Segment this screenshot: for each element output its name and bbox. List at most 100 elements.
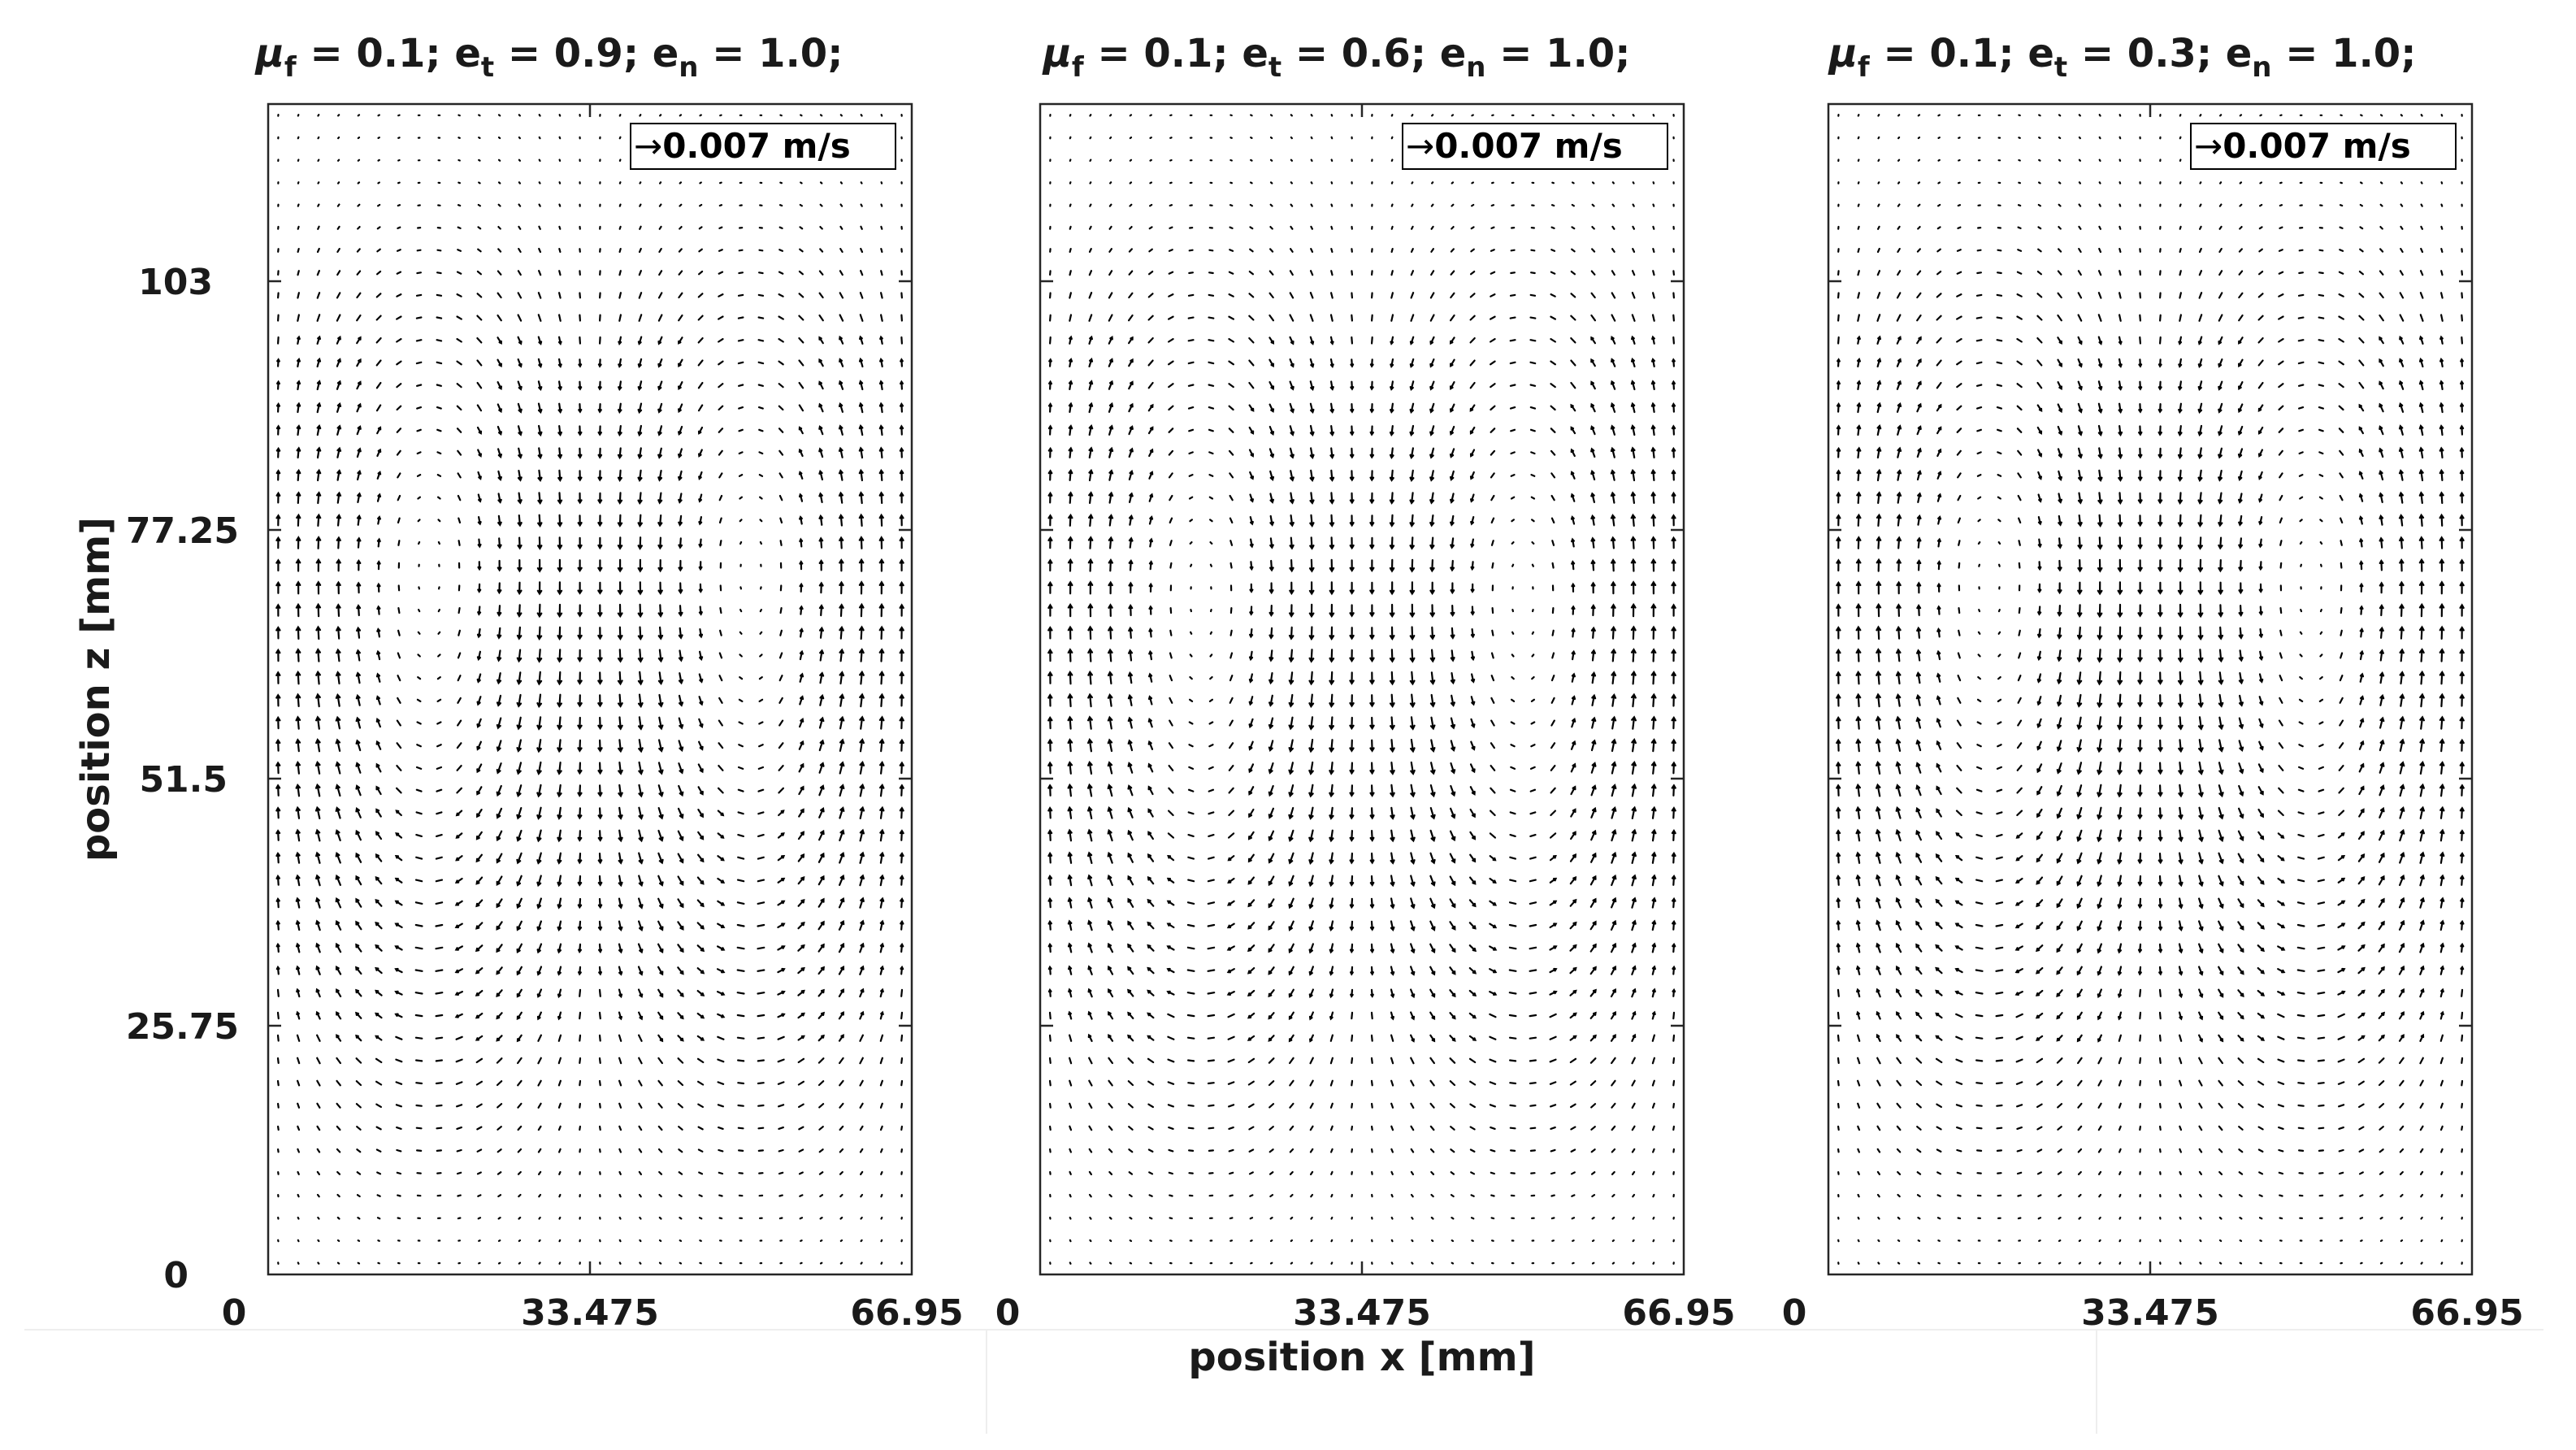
velocity-arrow bbox=[900, 1148, 903, 1153]
velocity-arrow bbox=[276, 1057, 280, 1064]
velocity-arrow bbox=[859, 1079, 864, 1087]
velocity-arrow bbox=[375, 808, 382, 818]
velocity-arrow bbox=[1268, 694, 1274, 707]
velocity-arrow bbox=[1067, 625, 1073, 640]
velocity-arrow bbox=[859, 335, 864, 345]
velocity-arrow bbox=[1288, 988, 1295, 998]
velocity-arrow bbox=[2318, 361, 2325, 365]
velocity-arrow bbox=[558, 136, 562, 140]
velocity-arrow bbox=[1268, 582, 1274, 595]
velocity-arrow bbox=[1975, 901, 1984, 905]
velocity-arrow bbox=[1937, 114, 1941, 117]
velocity-arrow bbox=[1188, 249, 1194, 252]
velocity-arrow bbox=[356, 314, 362, 322]
velocity-arrow bbox=[1409, 469, 1415, 483]
velocity-arrow bbox=[557, 358, 562, 368]
velocity-arrow bbox=[1369, 492, 1375, 505]
velocity-arrow bbox=[454, 877, 463, 883]
velocity-arrow bbox=[1088, 513, 1094, 527]
velocity-arrow bbox=[1087, 648, 1094, 662]
velocity-arrow bbox=[638, 852, 644, 865]
velocity-arrow bbox=[497, 158, 501, 162]
velocity-arrow bbox=[1652, 1170, 1655, 1175]
velocity-arrow bbox=[2218, 1261, 2223, 1265]
velocity-arrow bbox=[577, 762, 583, 775]
velocity-arrow bbox=[1429, 581, 1435, 596]
velocity-arrow bbox=[557, 536, 563, 550]
velocity-arrow bbox=[799, 627, 804, 638]
velocity-arrow bbox=[417, 519, 421, 523]
velocity-arrow bbox=[558, 1239, 562, 1243]
velocity-arrow bbox=[2359, 203, 2363, 207]
velocity-arrow bbox=[698, 1171, 704, 1175]
velocity-arrow bbox=[1147, 315, 1154, 321]
velocity-arrow bbox=[1290, 248, 1294, 253]
velocity-arrow bbox=[1349, 739, 1355, 753]
velocity-arrow bbox=[657, 425, 663, 436]
velocity-arrow bbox=[1529, 428, 1536, 432]
velocity-arrow bbox=[658, 739, 664, 753]
panel-1-ytick-0: 0 bbox=[163, 1255, 189, 1296]
velocity-arrow bbox=[618, 739, 623, 753]
velocity-arrow bbox=[1129, 137, 1133, 140]
velocity-arrow bbox=[1857, 1148, 1860, 1153]
velocity-arrow bbox=[557, 1125, 562, 1131]
velocity-arrow bbox=[1837, 988, 1840, 997]
velocity-arrow bbox=[1187, 339, 1195, 342]
velocity-arrow bbox=[436, 676, 441, 680]
velocity-arrow bbox=[1975, 339, 1983, 342]
velocity-arrow bbox=[1470, 226, 1475, 230]
velocity-arrow bbox=[2058, 181, 2062, 185]
velocity-arrow bbox=[2340, 562, 2343, 569]
velocity-arrow bbox=[1390, 806, 1395, 820]
velocity-arrow bbox=[1857, 158, 1860, 162]
velocity-arrow bbox=[717, 1081, 725, 1085]
velocity-arrow bbox=[678, 358, 683, 367]
velocity-arrow bbox=[879, 1057, 883, 1065]
velocity-arrow bbox=[639, 181, 642, 185]
velocity-arrow bbox=[375, 853, 383, 862]
velocity-arrow bbox=[475, 990, 484, 996]
velocity-arrow bbox=[1329, 966, 1334, 976]
velocity-arrow bbox=[1309, 314, 1314, 322]
velocity-arrow bbox=[1226, 900, 1235, 906]
velocity-arrow bbox=[678, 740, 684, 753]
velocity-arrow bbox=[1329, 581, 1335, 596]
velocity-arrow bbox=[1511, 563, 1515, 567]
velocity-arrow bbox=[677, 807, 684, 819]
velocity-arrow bbox=[1371, 292, 1373, 299]
velocity-arrow bbox=[2159, 1102, 2162, 1109]
velocity-arrow bbox=[657, 1148, 663, 1153]
velocity-arrow bbox=[2318, 339, 2325, 342]
velocity-arrow bbox=[858, 468, 864, 482]
velocity-arrow bbox=[798, 381, 804, 389]
velocity-arrow bbox=[557, 671, 563, 686]
velocity-arrow bbox=[356, 425, 362, 436]
velocity-arrow bbox=[577, 807, 583, 820]
velocity-arrow bbox=[900, 1079, 904, 1087]
velocity-arrow bbox=[578, 966, 582, 976]
velocity-arrow bbox=[436, 766, 443, 770]
velocity-arrow bbox=[475, 831, 483, 840]
velocity-arrow bbox=[878, 513, 884, 527]
velocity-arrow bbox=[900, 965, 904, 975]
velocity-arrow bbox=[1449, 989, 1456, 998]
velocity-arrow bbox=[1129, 1261, 1133, 1265]
velocity-arrow bbox=[356, 581, 362, 594]
velocity-arrow bbox=[859, 942, 865, 953]
velocity-arrow bbox=[537, 1034, 542, 1042]
velocity-arrow bbox=[1389, 626, 1395, 640]
velocity-arrow bbox=[1429, 1125, 1435, 1131]
velocity-arrow bbox=[1429, 1057, 1435, 1065]
velocity-arrow bbox=[1109, 1239, 1112, 1242]
velocity-arrow bbox=[477, 203, 481, 207]
velocity-arrow bbox=[1049, 292, 1052, 299]
velocity-arrow bbox=[1107, 942, 1114, 953]
velocity-arrow bbox=[1529, 361, 1537, 365]
velocity-arrow bbox=[1047, 536, 1053, 549]
velocity-arrow bbox=[1330, 225, 1334, 230]
velocity-arrow bbox=[696, 1035, 705, 1041]
velocity-arrow bbox=[336, 380, 341, 390]
velocity-arrow bbox=[1186, 1036, 1195, 1040]
velocity-arrow bbox=[375, 944, 383, 952]
